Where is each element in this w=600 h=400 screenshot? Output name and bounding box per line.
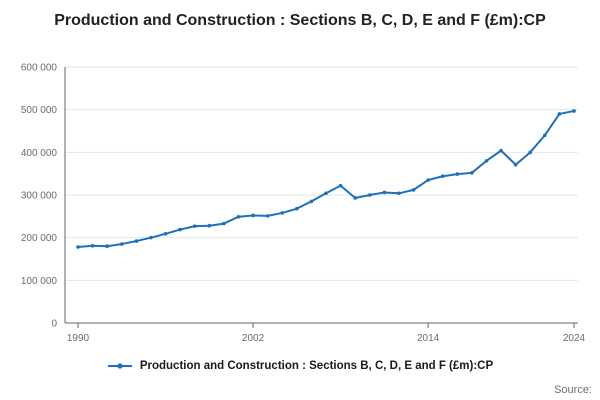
data-point[interactable] bbox=[265, 214, 270, 218]
y-axis-tick-label: 500 000 bbox=[21, 105, 58, 116]
data-point[interactable] bbox=[236, 214, 241, 219]
data-point[interactable] bbox=[251, 213, 255, 218]
line-chart: 0 100 000 200 000 300 000 400 000 500 000 600 … bbox=[21, 63, 586, 345]
data-point[interactable] bbox=[163, 232, 168, 236]
data-point[interactable] bbox=[295, 206, 299, 211]
y-axis-tick-label: 300 000 bbox=[21, 191, 58, 202]
data-point[interactable] bbox=[426, 178, 430, 182]
data-point[interactable] bbox=[134, 239, 139, 243]
data-point[interactable] bbox=[470, 171, 474, 175]
data-point[interactable] bbox=[367, 193, 372, 197]
data-point[interactable] bbox=[353, 196, 357, 200]
legend-line-marker bbox=[107, 363, 132, 369]
x-axis-tick-label: 1990 bbox=[67, 333, 90, 344]
y-axis-tick-label: 400 000 bbox=[21, 148, 58, 159]
x-axis-tick-label: 2024 bbox=[563, 333, 586, 344]
data-point[interactable] bbox=[309, 199, 314, 204]
x-axis-tick-label: 2014 bbox=[417, 333, 440, 344]
legend-item[interactable]: Production and Construction : Sections B… bbox=[0, 360, 600, 372]
source-label: Source: bbox=[554, 384, 592, 396]
data-point[interactable] bbox=[572, 109, 576, 113]
series-line bbox=[77, 109, 575, 249]
data-point[interactable] bbox=[192, 224, 197, 228]
data-point[interactable] bbox=[119, 242, 124, 246]
data-point[interactable] bbox=[484, 159, 489, 163]
data-point[interactable] bbox=[528, 150, 533, 155]
y-axis-tick-label: 0 bbox=[51, 319, 57, 330]
data-point[interactable] bbox=[280, 211, 285, 215]
data-point[interactable] bbox=[178, 227, 182, 232]
data-point[interactable] bbox=[382, 190, 387, 195]
data-point[interactable] bbox=[338, 183, 343, 188]
data-point[interactable] bbox=[90, 243, 95, 248]
data-point[interactable] bbox=[440, 174, 445, 179]
data-point[interactable] bbox=[76, 245, 80, 249]
data-point[interactable] bbox=[222, 221, 226, 226]
x-axis-tick-label: 2002 bbox=[242, 333, 265, 344]
data-point[interactable] bbox=[557, 112, 562, 116]
legend-label: Production and Construction : Sections B… bbox=[139, 360, 494, 372]
y-axis-tick-label: 600 000 bbox=[21, 63, 58, 74]
data-point[interactable] bbox=[397, 191, 401, 196]
data-point[interactable] bbox=[543, 133, 547, 138]
data-point[interactable] bbox=[411, 188, 416, 192]
data-point[interactable] bbox=[455, 172, 460, 176]
y-axis-tick-label: 200 000 bbox=[21, 233, 58, 244]
data-point[interactable] bbox=[207, 223, 212, 228]
data-point[interactable] bbox=[105, 244, 109, 248]
chart-title: Production and Construction : Sections B… bbox=[54, 12, 546, 29]
data-point[interactable] bbox=[499, 148, 503, 153]
y-axis-tick-label: 100 000 bbox=[21, 276, 58, 287]
data-point[interactable] bbox=[513, 162, 518, 167]
data-point[interactable] bbox=[324, 191, 328, 196]
data-point[interactable] bbox=[149, 235, 153, 240]
